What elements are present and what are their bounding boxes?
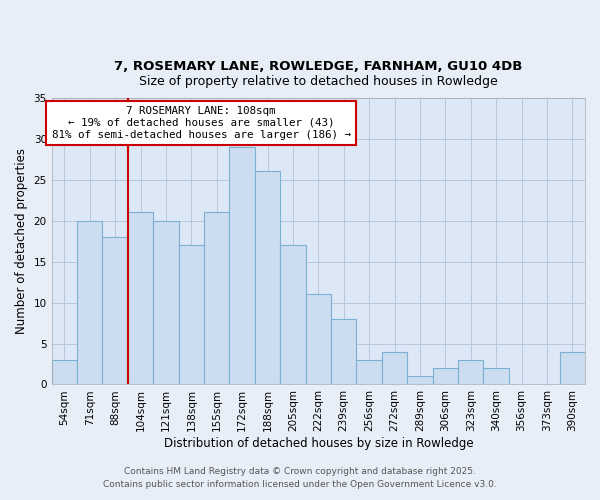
Bar [331,319,356,384]
Text: 7 ROSEMARY LANE: 108sqm
← 19% of detached houses are smaller (43)
81% of semi-de: 7 ROSEMARY LANE: 108sqm ← 19% of detache… [52,106,350,140]
Bar [229,147,255,384]
Bar [153,220,179,384]
Bar [128,212,153,384]
Text: Size of property relative to detached houses in Rowledge: Size of property relative to detached ho… [139,74,498,88]
Bar [255,172,280,384]
Bar [484,368,509,384]
Bar [356,360,382,384]
Bar [103,237,128,384]
Bar [433,368,458,384]
Title: 7, ROSEMARY LANE, ROWLEDGE, FARNHAM, GU10 4DB: 7, ROSEMARY LANE, ROWLEDGE, FARNHAM, GU1… [114,60,523,73]
Text: Contains HM Land Registry data © Crown copyright and database right 2025.
Contai: Contains HM Land Registry data © Crown c… [103,468,497,489]
Bar [204,212,229,384]
Bar [560,352,585,384]
Bar [77,220,103,384]
Bar [407,376,433,384]
Bar [458,360,484,384]
Bar [305,294,331,384]
Bar [179,245,204,384]
Bar [52,360,77,384]
Bar [382,352,407,384]
Bar [280,245,305,384]
Y-axis label: Number of detached properties: Number of detached properties [15,148,28,334]
X-axis label: Distribution of detached houses by size in Rowledge: Distribution of detached houses by size … [164,437,473,450]
